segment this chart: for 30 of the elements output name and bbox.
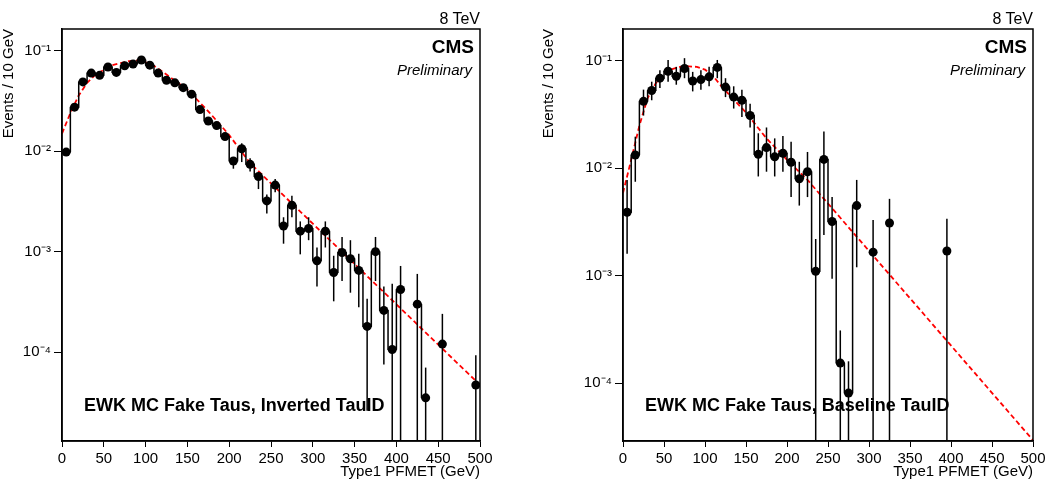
x-tick-label: 0	[57, 449, 67, 467]
y-tick-label: 10⁻¹	[24, 40, 51, 58]
x-tick-label: 300	[856, 449, 882, 467]
y-axis-title: Events / 10 GeV	[0, 29, 17, 139]
x-tick-label: 200	[774, 449, 800, 467]
x-tick-label: 250	[258, 449, 284, 467]
text: 8 TeV	[439, 10, 481, 27]
x-tick-label: 200	[216, 449, 242, 467]
text: 8 TeV	[992, 10, 1034, 27]
annotation: Preliminary	[949, 61, 1027, 78]
x-tick-label: 150	[733, 449, 759, 467]
annotation: CMS	[431, 36, 474, 57]
y-tick-label: 10⁻³	[585, 265, 612, 283]
y-axis-title: Events / 10 GeV	[539, 29, 557, 139]
y-tick-label: 10⁻¹	[585, 51, 612, 69]
x-tick-label: 100	[133, 449, 159, 467]
x-tick-label: 150	[174, 449, 200, 467]
y-tick-label: 10⁻⁴	[22, 342, 51, 360]
x-tick-label: 100	[692, 449, 718, 467]
annotation: Preliminary	[396, 61, 474, 78]
x-tick-label: 0	[618, 449, 628, 467]
x-tick-label: 300	[300, 449, 326, 467]
y-tick-label: 10⁻⁴	[583, 373, 612, 391]
x-tick-label: 50	[655, 449, 673, 467]
y-tick-label: 10⁻²	[24, 141, 51, 159]
y-tick-label: 10⁻³	[24, 241, 51, 259]
annotation: CMS	[984, 36, 1027, 57]
x-tick-label: 250	[815, 449, 841, 467]
x-tick-label: 50	[95, 449, 113, 467]
y-tick-label: 10⁻²	[585, 158, 612, 176]
